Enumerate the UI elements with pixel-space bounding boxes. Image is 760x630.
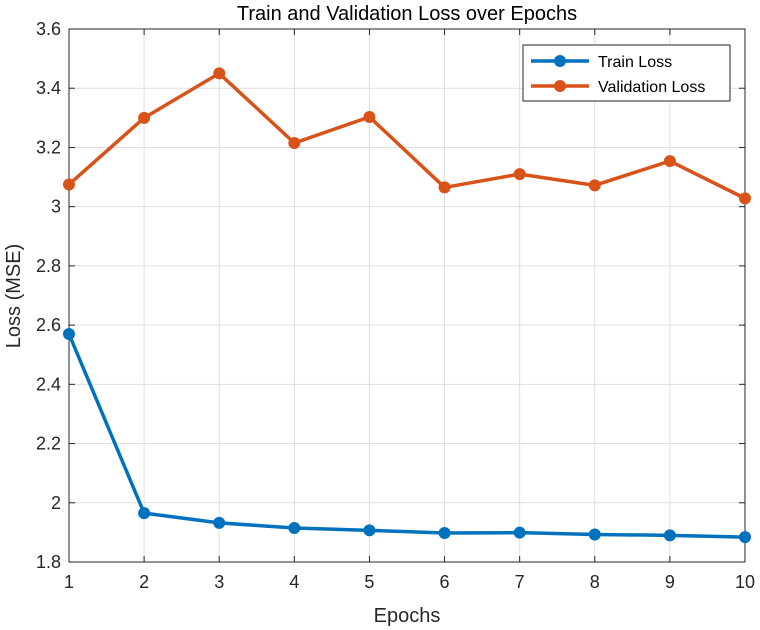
y-tick-label: 3.4 — [36, 78, 61, 98]
train-loss-point — [213, 516, 226, 529]
x-tick-label: 9 — [665, 572, 675, 592]
train-loss-point — [663, 529, 676, 542]
x-tick-label: 10 — [735, 572, 755, 592]
train-loss-point — [138, 507, 151, 520]
train-loss-point — [63, 327, 75, 340]
x-tick-label: 2 — [139, 572, 149, 592]
validation-loss-point — [63, 178, 75, 191]
validation-loss-point — [288, 137, 301, 150]
validation-loss-point — [138, 111, 151, 124]
validation-loss-point — [739, 192, 751, 205]
x-tick-label: 7 — [515, 572, 525, 592]
x-tick-label: 6 — [440, 572, 450, 592]
ticks: 1 2 3 4 5 6 7 8 9 10 1.8 2 2.2 2.4 2.6 2.8 3 3.2 3.4 3.6 — [36, 19, 755, 592]
legend-label-validation: Validation Loss — [598, 79, 705, 96]
y-tick-label: 2.4 — [36, 374, 61, 394]
train-loss-point — [438, 526, 451, 539]
y-tick-label: 2.8 — [36, 256, 61, 276]
train-loss-point — [513, 526, 526, 539]
x-axis-label: Epochs — [374, 605, 441, 627]
y-tick-label: 2.6 — [36, 315, 61, 335]
series — [63, 67, 751, 544]
y-axis-label: Loss (MSE) — [3, 244, 25, 348]
train-loss-point — [588, 528, 601, 541]
validation-loss-point — [513, 168, 526, 181]
validation-loss-point — [363, 110, 376, 123]
legend-label-train: Train Loss — [598, 54, 672, 71]
validation-loss-point — [663, 155, 676, 168]
y-tick-label: 3 — [51, 197, 61, 217]
legend: Train Loss Validation Loss — [522, 44, 731, 102]
train-loss-point — [739, 531, 751, 544]
legend-box — [522, 44, 731, 102]
train-loss-point — [363, 524, 376, 537]
y-tick-label: 3.2 — [36, 137, 61, 157]
y-tick-label: 2 — [51, 493, 61, 513]
x-tick-label: 8 — [590, 572, 600, 592]
y-tick-label: 2.2 — [36, 434, 61, 454]
x-tick-label: 3 — [214, 572, 224, 592]
x-tick-label: 1 — [64, 572, 74, 592]
validation-loss-point — [588, 179, 601, 192]
validation-loss-point — [213, 67, 226, 80]
x-tick-label: 5 — [364, 572, 374, 592]
y-tick-label: 1.8 — [36, 552, 61, 572]
validation-loss-line — [67, 71, 746, 200]
axes-box — [68, 28, 746, 563]
train-loss-point — [288, 521, 301, 534]
legend-marker-train — [554, 55, 566, 67]
chart-title: Train and Validation Loss over Epochs — [237, 3, 577, 25]
validation-loss-point — [438, 181, 451, 194]
train-loss-line — [67, 333, 746, 539]
x-tick-label: 4 — [289, 572, 299, 592]
legend-marker-validation — [554, 80, 566, 92]
y-tick-label: 3.6 — [36, 19, 61, 39]
plot-background — [69, 29, 745, 562]
